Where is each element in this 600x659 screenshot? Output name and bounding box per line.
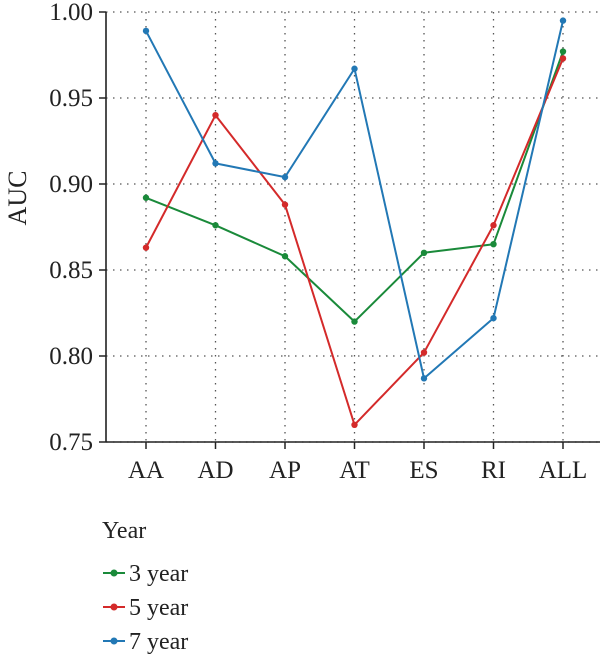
legend-label: 7 year [129,629,188,655]
data-point-5-year [420,349,428,356]
series-line-3-year [145,51,564,323]
legend-items: 3 year 5 year 7 year [103,561,188,655]
data-point-3-year [142,194,150,201]
data-point-3-year [351,318,358,325]
data-point-5-year [351,421,358,428]
legend-item-3-year: 3 year [103,561,188,587]
y-tick-label: 0.75 [49,429,93,456]
plot-area [105,11,600,443]
y-tick-label: 0.95 [49,85,93,112]
legend-title: Year [102,518,146,544]
legend: Year 3 year 5 year 7 year [102,518,188,655]
data-point-7-year [490,314,497,322]
data-point-7-year [559,17,567,24]
x-tick-label: AA [128,457,164,484]
data-point-5-year [559,55,567,62]
y-tick-label: 0.85 [49,257,93,284]
legend-swatch-point [110,603,118,611]
series-7-year [142,17,567,382]
legend-label: 5 year [129,595,188,621]
data-point-7-year [142,27,150,35]
series-5-year [142,55,567,428]
data-point-5-year [142,244,150,251]
axes [105,12,600,443]
data-point-5-year [281,201,289,208]
data-point-3-year [212,222,219,229]
y-tick-label: 0.80 [49,343,93,370]
data-point-3-year [420,249,428,256]
data-point-7-year [420,375,428,382]
x-tick-label: ALL [539,457,588,484]
x-axis-ticks: AA AD AP AT ES RI ALL [128,442,587,484]
data-point-7-year [351,65,358,72]
x-tick-label: RI [481,457,506,484]
legend-label: 3 year [129,561,188,587]
y-tick-label: 0.90 [49,171,93,198]
y-tick-label: 1.00 [49,0,93,26]
data-point-7-year [212,160,219,167]
data-point-5-year [490,222,497,229]
series-lines [142,17,567,428]
legend-swatch-point [110,637,118,645]
x-tick-label: AD [197,457,233,484]
grid-lines [106,11,600,443]
legend-item-7-year: 7 year [103,629,188,655]
x-tick-label: AT [339,457,370,484]
legend-swatch-point [110,569,118,577]
y-axis-ticks: 0.75 0.80 0.85 0.90 0.95 1.00 [49,0,106,456]
data-point-5-year [212,112,219,119]
x-tick-label: AP [269,457,301,484]
y-axis-title: AUC [3,171,32,226]
data-point-3-year [281,253,289,260]
data-point-7-year [281,173,289,181]
legend-item-5-year: 5 year [103,595,188,621]
data-point-3-year [490,241,497,248]
data-point-3-year [559,48,567,55]
series-3-year [142,48,567,325]
x-tick-label: ES [409,457,438,484]
